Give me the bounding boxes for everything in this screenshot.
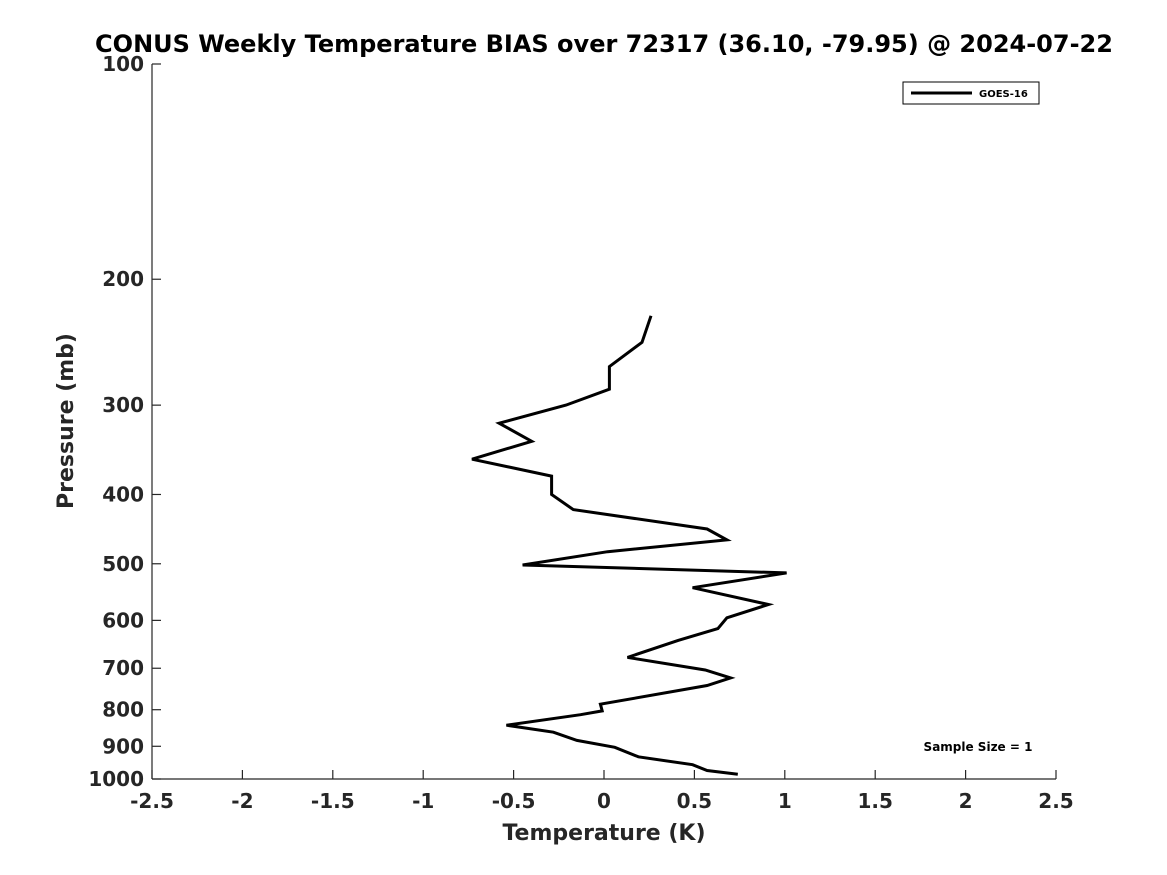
x-tick-label: -2.5 <box>130 789 174 813</box>
y-axis-label: Pressure (mb) <box>54 333 79 509</box>
x-tick-label: 0 <box>597 789 611 813</box>
x-tick-label: 2 <box>959 789 973 813</box>
x-tick-label: 1 <box>778 789 792 813</box>
y-tick-label: 500 <box>102 552 144 576</box>
x-tick-label: -0.5 <box>492 789 536 813</box>
x-tick-label: 2.5 <box>1038 789 1073 813</box>
y-tick-label: 900 <box>102 734 144 758</box>
y-tick-label: 400 <box>102 482 144 506</box>
y-tick-label: 700 <box>102 656 144 680</box>
x-tick-label: 1.5 <box>857 789 892 813</box>
chart-title: CONUS Weekly Temperature BIAS over 72317… <box>95 30 1113 58</box>
x-tick-label: -2 <box>231 789 253 813</box>
legend-label-goes-16: GOES-16 <box>979 89 1028 100</box>
y-tick-label: 200 <box>102 267 144 291</box>
x-axis-label: Temperature (K) <box>502 821 705 846</box>
series-line-goes-16 <box>471 315 787 776</box>
sample-size-annotation: Sample Size = 1 <box>924 740 1033 754</box>
y-tick-label: 600 <box>102 608 144 632</box>
y-tick-label: 1000 <box>88 767 144 791</box>
x-tick-label: -1 <box>412 789 434 813</box>
y-tick-label: 800 <box>102 698 144 722</box>
x-tick-label: 0.5 <box>677 789 712 813</box>
x-tick-label: -1.5 <box>311 789 355 813</box>
legend: GOES-16 <box>902 81 1040 105</box>
y-tick-label: 300 <box>102 393 144 417</box>
axis-ticks: -2.5 -2 -1.5 -1 -0.5 0 0.5 1 1.5 2 2.5 100 200 300 400… <box>88 52 1073 813</box>
y-tick-label: 100 <box>102 52 144 76</box>
data-series <box>471 315 787 776</box>
